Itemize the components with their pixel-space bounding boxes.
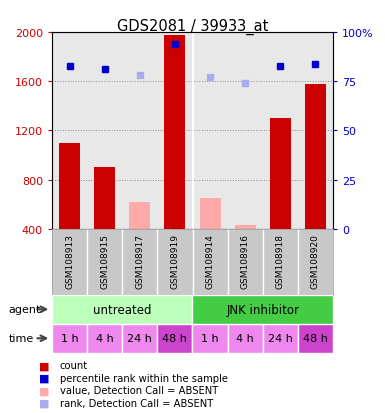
Bar [164,36,186,229]
Text: 24 h: 24 h [268,334,293,344]
Text: GSM108919: GSM108919 [171,233,179,288]
Text: GSM108918: GSM108918 [276,233,285,288]
Text: GSM108914: GSM108914 [206,234,214,288]
Bar [235,225,256,229]
Text: value, Detection Call = ABSENT: value, Detection Call = ABSENT [60,385,218,395]
Bar [52,324,87,353]
Text: GSM108917: GSM108917 [135,233,144,288]
Bar [157,324,192,353]
Text: GSM108915: GSM108915 [100,233,109,288]
Text: ■: ■ [38,361,49,370]
Bar [94,168,115,229]
Text: JNK inhibitor: JNK inhibitor [226,303,299,316]
Text: 1 h: 1 h [61,334,79,344]
Text: 4 h: 4 h [96,334,114,344]
Text: 24 h: 24 h [127,334,152,344]
Bar [263,324,298,353]
Text: GSM108913: GSM108913 [65,233,74,288]
Bar [59,143,80,229]
Bar [192,324,228,353]
Text: 48 h: 48 h [303,334,328,344]
Text: 1 h: 1 h [201,334,219,344]
Bar [270,119,291,229]
Text: time: time [8,333,34,343]
Text: 4 h: 4 h [236,334,254,344]
Text: ■: ■ [38,398,49,408]
Text: ■: ■ [38,373,49,383]
Bar [298,324,333,353]
Bar [199,199,221,229]
Text: ■: ■ [38,385,49,395]
Text: agent: agent [8,304,41,314]
Bar [305,85,326,229]
Text: GSM108916: GSM108916 [241,233,250,288]
Text: GDS2081 / 39933_at: GDS2081 / 39933_at [117,19,268,35]
Bar [52,295,192,324]
Bar [192,295,333,324]
Text: untreated: untreated [93,303,151,316]
Text: rank, Detection Call = ABSENT: rank, Detection Call = ABSENT [60,398,213,408]
Bar [228,324,263,353]
Text: percentile rank within the sample: percentile rank within the sample [60,373,228,383]
Text: GSM108920: GSM108920 [311,234,320,288]
Bar [122,324,157,353]
Text: 48 h: 48 h [162,334,187,344]
Bar [87,324,122,353]
Text: count: count [60,361,88,370]
Bar [129,202,150,229]
